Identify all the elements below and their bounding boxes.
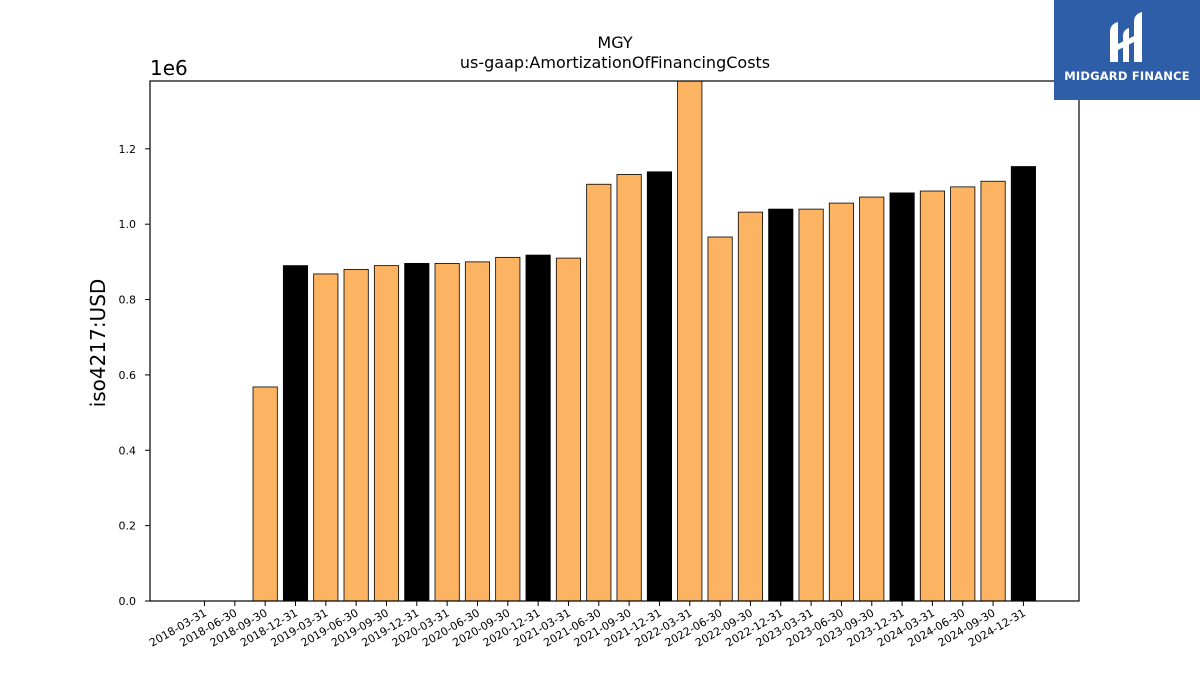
bar-2020-12-31 — [525, 254, 551, 602]
y-multiplier-label: 1e6 — [150, 56, 188, 80]
bar-2021-09-30 — [616, 174, 642, 602]
bar-2023-12-31 — [889, 192, 915, 602]
bar-2021-12-31 — [646, 171, 672, 602]
bar-2020-03-31 — [434, 262, 460, 602]
bar-2024-12-31 — [1010, 166, 1036, 602]
y-tick-label: 0.8 — [119, 294, 137, 307]
y-ticks-group: 0.0 0.2 0.4 0.6 0.8 1.0 1.2 — [119, 143, 150, 608]
bar-2019-03-31 — [313, 273, 339, 602]
bar-2022-09-30 — [737, 211, 763, 602]
y-axis-label: iso4217:USD — [86, 279, 110, 408]
bar-2020-09-30 — [495, 256, 521, 602]
y-tick-label: 0.4 — [119, 444, 137, 457]
y-tick-label: 0.0 — [119, 595, 137, 608]
bars-group — [252, 80, 1036, 602]
bar-2024-06-30 — [950, 186, 976, 602]
chart-subtitle: us-gaap:AmortizationOfFinancingCosts — [460, 53, 770, 72]
bar-2019-09-30 — [373, 265, 400, 602]
bar-2018-09-30 — [252, 386, 278, 602]
chart-title: MGY — [597, 33, 632, 52]
bar-2022-03-31 — [677, 80, 703, 602]
bar-2022-12-31 — [768, 208, 794, 602]
logo-text: MIDGARD FINANCE — [1064, 69, 1190, 83]
y-tick-label: 0.6 — [119, 369, 137, 382]
midgard-finance-logo: MIDGARD FINANCE — [1054, 0, 1200, 100]
bar-2023-09-30 — [859, 196, 885, 602]
plot-frame — [149, 80, 1080, 602]
midgard-logo-icon — [1110, 12, 1142, 62]
y-tick-label: 1.0 — [119, 218, 137, 231]
bar-2021-06-30 — [586, 183, 612, 602]
y-tick-label: 1.2 — [119, 143, 137, 156]
bar-2018-12-31 — [282, 265, 309, 602]
bar-2024-03-31 — [919, 190, 945, 602]
bar-2024-09-30 — [980, 180, 1006, 602]
bar-2023-03-31 — [798, 208, 824, 602]
y-tick-label: 0.2 — [119, 520, 137, 533]
x-ticks-group: 2018-03-312018-06-302018-09-302018-12-31… — [147, 601, 1028, 650]
bar-2019-06-30 — [343, 269, 369, 602]
bar-2021-03-31 — [555, 257, 582, 602]
bar-2019-12-31 — [404, 262, 430, 602]
bar-2022-06-30 — [707, 236, 733, 602]
bar-2023-06-30 — [828, 202, 854, 602]
bar-2020-06-30 — [464, 261, 491, 602]
